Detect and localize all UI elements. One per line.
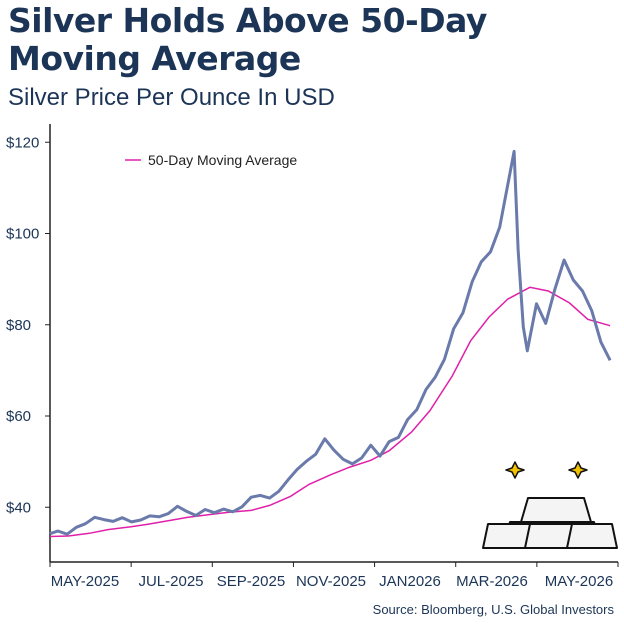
y-tick-label: $80: [6, 317, 31, 334]
y-tick-label: $60: [6, 408, 31, 425]
source-note: Source: Bloomberg, U.S. Global Investors: [372, 602, 614, 617]
silver-price-line: [49, 149, 612, 536]
chart-subtitle: Silver Price Per Ounce In USD: [8, 84, 335, 111]
moving-average-line: [49, 286, 611, 538]
x-tick-label: NOV-2025: [296, 573, 366, 590]
chart-title: Silver Holds Above 50-Day Moving Average: [8, 1, 487, 78]
y-tick-label: $100: [6, 226, 39, 243]
y-axis-ticks: $40 $60 $80 $100 $120: [6, 134, 50, 516]
x-tick-label: JAN2026: [379, 573, 441, 590]
x-tick-label: MAR-2026: [456, 573, 528, 590]
x-tick-label: MAY-2026: [545, 573, 613, 590]
x-tick-label: JUL-2025: [138, 573, 203, 590]
x-tick-label: MAY-2025: [51, 573, 119, 590]
silver-bars-icon: [482, 461, 618, 549]
y-tick-label: $120: [6, 134, 39, 151]
x-axis-ticks: MAY-2025 JUL-2025 SEP-2025 NOV-2025 JAN2026 M…: [49, 562, 619, 590]
legend-label-ma: 50-Day Moving Average: [148, 152, 297, 168]
x-tick-label: SEP-2025: [217, 573, 285, 590]
y-tick-label: $40: [6, 499, 31, 516]
legend: 50-Day Moving Average: [125, 152, 297, 168]
